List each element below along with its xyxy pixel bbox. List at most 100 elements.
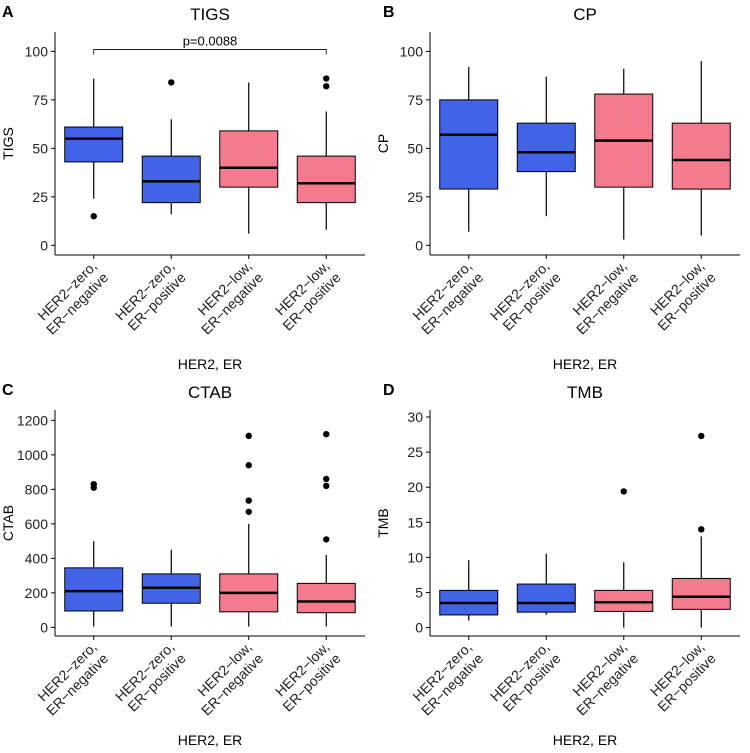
outlier-point — [245, 508, 252, 515]
x-axis-label: HER2, ER — [553, 732, 618, 748]
panel-a: A TIGS 0 25 50 75 100 TIGS HER2−zero,ER−negative… — [0, 4, 365, 372]
outlier-point — [620, 488, 627, 495]
x-axis-label: HER2, ER — [178, 732, 243, 748]
box-body — [516, 583, 576, 613]
outlier-point — [323, 536, 330, 543]
y-tick-label: 25 — [32, 189, 48, 205]
box-2 — [516, 76, 576, 217]
x-tick-label: HER2−low,ER−positive — [268, 258, 344, 334]
y-tick-label: 75 — [32, 92, 48, 108]
x-tick-label: HER2−low,ER−positive — [268, 639, 344, 715]
y-tick-label: 50 — [407, 140, 423, 156]
outlier-point — [323, 475, 330, 483]
chart-title: TMB — [567, 383, 603, 402]
x-tick-label: HER2−low,ER−positive — [643, 639, 719, 715]
y-tick-label: 75 — [407, 92, 423, 108]
box-1 — [439, 66, 499, 232]
chart-title: TIGS — [190, 5, 230, 24]
y-tick-label: 15 — [407, 514, 423, 530]
box-3 — [219, 82, 279, 234]
y-tick-label: 0 — [415, 237, 423, 253]
box-body — [671, 577, 731, 610]
p-value-label: p=0.0088 — [183, 33, 238, 48]
y-tick-label: 600 — [25, 516, 49, 532]
panel-letter: D — [383, 382, 395, 399]
y-tick-label: 0 — [40, 237, 48, 253]
y-tick-label: 1000 — [17, 447, 48, 463]
box-body — [439, 99, 499, 190]
x-tick-label: HER2−zero,ER−positive — [112, 639, 189, 716]
outlier-point — [245, 432, 252, 440]
y-tick-label: 100 — [400, 43, 424, 59]
y-tick-label: 0 — [415, 620, 423, 636]
box-1 — [439, 560, 499, 621]
box-4 — [296, 430, 356, 627]
outlier-point — [90, 480, 97, 488]
box-3 — [594, 488, 654, 628]
box-body — [594, 589, 654, 612]
x-tick-label: HER2−low,ER−positive — [643, 258, 719, 334]
x-tick-label: HER2−zero,ER−positive — [487, 639, 564, 716]
y-axis-label: TIGS — [0, 127, 16, 160]
panel-c: C CTAB 0 200 400 600 800 1000 1200 CTAB HER2−zero,… — [0, 382, 365, 748]
outlier-point — [323, 83, 330, 90]
panel-letter: A — [2, 4, 14, 21]
chart-title: CP — [573, 5, 597, 24]
box-body — [516, 122, 576, 173]
outlier-point — [323, 482, 330, 490]
x-tick-label: HER2−low,ER−negative — [187, 258, 267, 338]
y-tick-label: 200 — [25, 585, 49, 601]
box-2 — [141, 549, 201, 627]
chart-title: CTAB — [188, 383, 232, 402]
x-tick-label: HER2−zero,ER−positive — [487, 258, 564, 335]
box-1 — [64, 480, 124, 627]
y-tick-label: 20 — [407, 479, 423, 495]
x-tick-label: HER2−zero,ER−negative — [407, 639, 487, 719]
box-4 — [671, 61, 731, 236]
y-tick-label: 0 — [40, 619, 48, 635]
significance-bracket: p=0.0088 — [93, 33, 327, 55]
box-1 — [64, 78, 124, 220]
x-axis-label: HER2, ER — [553, 356, 618, 372]
y-tick-label: 10 — [407, 549, 423, 565]
box-body — [671, 122, 731, 190]
box-3 — [594, 68, 654, 240]
outlier-point — [698, 432, 705, 440]
outlier-point — [90, 213, 97, 220]
y-tick-label: 25 — [407, 444, 423, 460]
outlier-point — [245, 497, 252, 504]
x-tick-label: HER2−low,ER−negative — [562, 258, 642, 338]
x-tick-label: HER2−zero,ER−negative — [32, 258, 112, 338]
box-2 — [141, 79, 201, 215]
box-3 — [219, 432, 279, 627]
box-4 — [296, 75, 356, 230]
outlier-point — [323, 430, 330, 438]
box-body — [64, 126, 124, 163]
box-body — [64, 567, 124, 612]
panel-letter: B — [383, 4, 395, 21]
x-tick-label: HER2−zero,ER−negative — [407, 258, 487, 338]
y-tick-label: 800 — [25, 481, 49, 497]
box-body — [296, 582, 356, 614]
box-body — [296, 155, 356, 204]
y-tick-label: 400 — [25, 550, 49, 566]
x-tick-label: HER2−zero,ER−negative — [32, 639, 112, 719]
outlier-point — [245, 462, 252, 469]
y-axis-label: CP — [375, 134, 391, 153]
y-axis-label: CTAB — [0, 505, 16, 541]
box-4 — [671, 432, 731, 628]
x-axis-label: HER2, ER — [178, 356, 243, 372]
box-body — [219, 130, 279, 188]
outlier-point — [168, 79, 175, 86]
y-tick-label: 5 — [415, 584, 423, 600]
box-body — [141, 155, 201, 204]
x-tick-label: HER2−zero,ER−positive — [112, 258, 189, 335]
x-tick-label: HER2−low,ER−negative — [187, 639, 267, 719]
y-tick-label: 100 — [25, 43, 49, 59]
y-tick-label: 50 — [32, 140, 48, 156]
y-tick-label: 25 — [407, 189, 423, 205]
y-axis-label: TMB — [375, 508, 391, 538]
x-tick-label: HER2−low,ER−negative — [562, 639, 642, 719]
